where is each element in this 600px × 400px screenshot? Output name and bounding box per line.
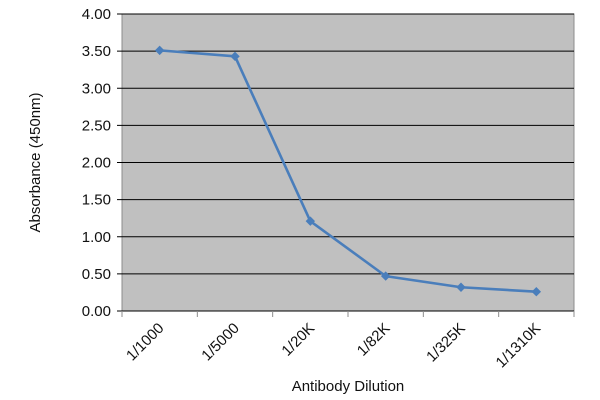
data-points bbox=[154, 45, 542, 297]
y-axis-title: Absorbance (450nm) bbox=[27, 92, 44, 232]
data-point-marker bbox=[531, 286, 542, 297]
data-point-marker bbox=[305, 216, 316, 226]
y-tick-label: 3.50 bbox=[82, 43, 111, 60]
x-tick-label: 1/20K bbox=[278, 320, 318, 360]
x-axis-ticks bbox=[121, 311, 575, 317]
x-axis-title: Antibody Dilution bbox=[292, 378, 405, 395]
x-tick-label: 1/1000 bbox=[123, 320, 167, 364]
series-line bbox=[159, 49, 537, 293]
gridlines bbox=[117, 13, 574, 312]
y-tick-label: 1.00 bbox=[82, 229, 111, 246]
data-point-marker bbox=[154, 45, 165, 56]
y-tick-label: 2.50 bbox=[82, 117, 111, 134]
data-point-marker bbox=[380, 271, 391, 281]
y-tick-label: 4.00 bbox=[82, 6, 111, 23]
y-tick-label: 3.00 bbox=[82, 80, 111, 97]
y-tick-label: 2.00 bbox=[82, 155, 111, 172]
y-tick-label: 1.50 bbox=[82, 192, 111, 209]
data-point-marker bbox=[230, 51, 240, 62]
x-tick-label: 1/82K bbox=[354, 320, 394, 360]
y-tick-label: 0.50 bbox=[82, 266, 111, 283]
x-tick-label: 1/1310K bbox=[493, 320, 545, 372]
x-tick-label: 1/5000 bbox=[198, 320, 242, 364]
x-axis-tick-labels: 1/1000 1/5000 1/20K 1/82K 1/325K 1/1310K bbox=[123, 320, 544, 372]
y-axis-tick-labels: 0.00 0.50 1.00 1.50 2.00 2.50 3.00 3.50 4.00 bbox=[82, 6, 111, 320]
x-tick-label: 1/325K bbox=[423, 320, 469, 366]
y-tick-label: 0.00 bbox=[82, 303, 111, 320]
data-point-marker bbox=[456, 282, 466, 292]
